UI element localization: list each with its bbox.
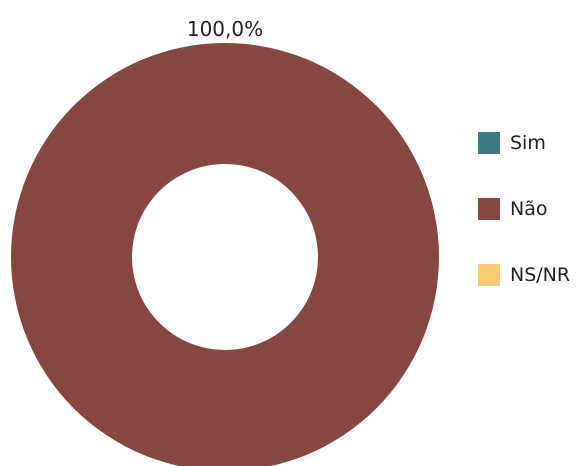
legend-item-nao: Não xyxy=(478,194,578,224)
legend-item-nsnr: NS/NR xyxy=(478,260,578,290)
legend-swatch-nao xyxy=(478,198,500,220)
donut-slices xyxy=(11,43,439,466)
donut-slice-n-o xyxy=(11,43,439,466)
data-label-nao: 100,0% xyxy=(187,17,263,41)
legend: Sim Não NS/NR xyxy=(478,128,578,326)
legend-label-sim: Sim xyxy=(510,132,546,154)
legend-swatch-nsnr xyxy=(478,264,500,286)
legend-swatch-sim xyxy=(478,132,500,154)
legend-label-nsnr: NS/NR xyxy=(510,264,571,286)
legend-label-nao: Não xyxy=(510,198,548,220)
legend-item-sim: Sim xyxy=(478,128,578,158)
